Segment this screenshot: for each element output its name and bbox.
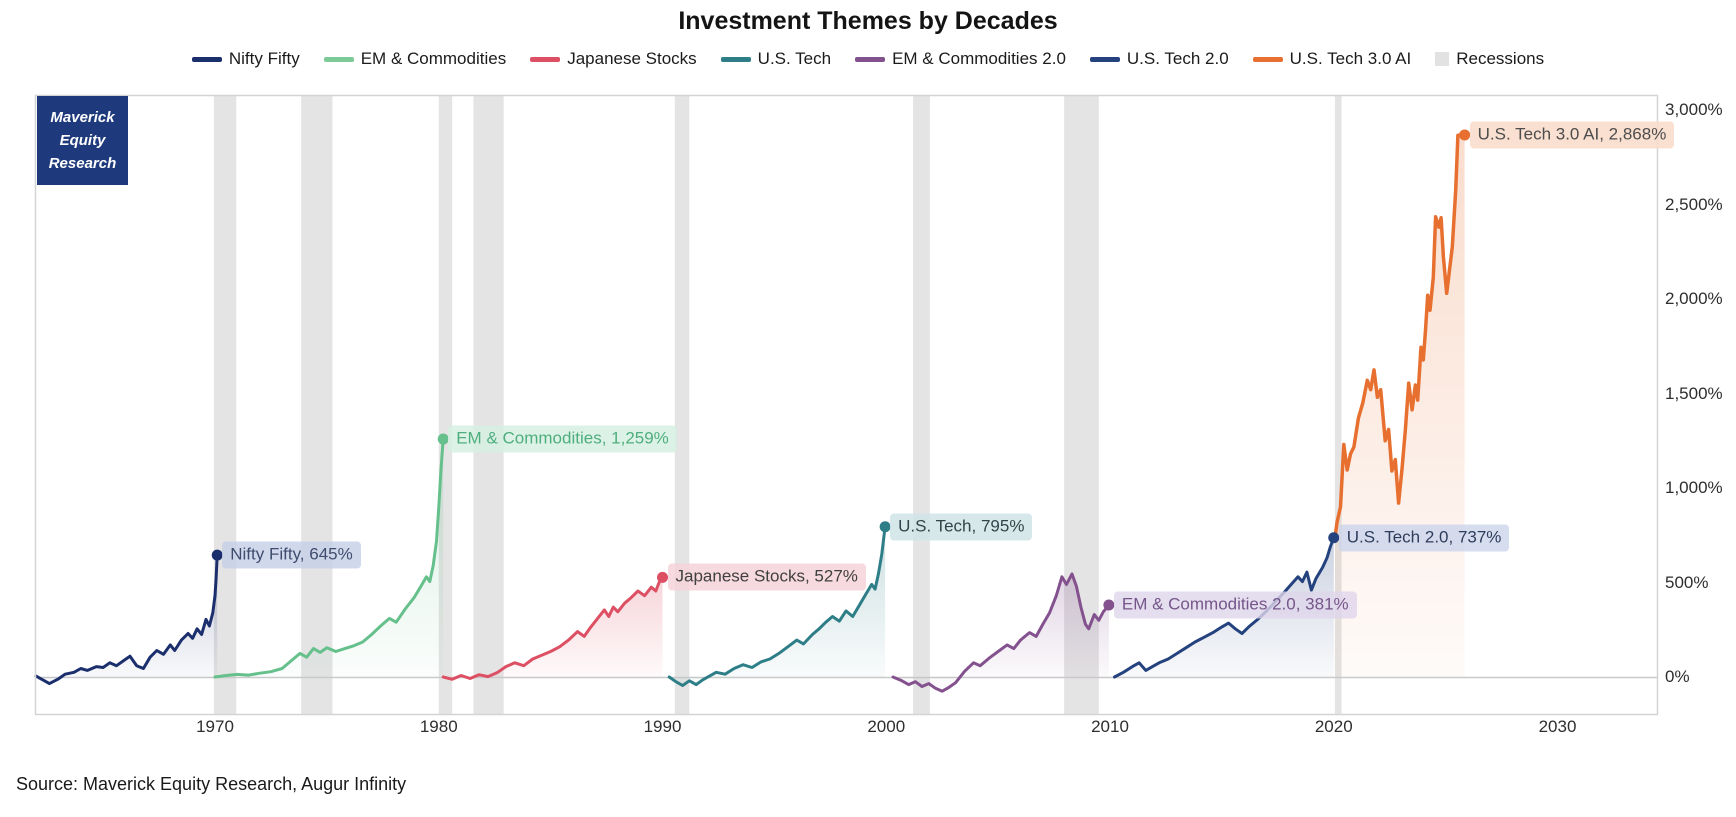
series-line-0 <box>34 553 219 686</box>
recession-band <box>473 95 504 715</box>
line-swatch-icon <box>1089 56 1120 62</box>
recession-band <box>674 95 690 715</box>
series-end-label: EM & Commodities, 1,259% <box>448 425 677 453</box>
legend-label: Nifty Fifty <box>228 49 300 68</box>
y-tick-label: 3,000% <box>1665 100 1723 119</box>
x-tick-label: 1990 <box>643 717 682 736</box>
line-swatch-icon <box>855 56 886 62</box>
recession-band <box>1334 95 1342 715</box>
x-tick-label: 2010 <box>1091 717 1129 736</box>
series-area-4 <box>893 574 1109 692</box>
x-tick-label: 1970 <box>196 717 234 736</box>
legend-label: EM & Commodities <box>360 49 507 68</box>
recession-band <box>213 95 237 715</box>
series-end-label: U.S. Tech 3.0 AI, 2,868% <box>1469 121 1675 149</box>
series-end-dot <box>1459 129 1471 141</box>
logo-line: Equity <box>59 131 106 149</box>
recession-swatch-icon <box>1435 52 1450 66</box>
series-area-3 <box>669 526 886 686</box>
legend-item-recessions[interactable]: Recessions <box>1435 49 1544 69</box>
line-swatch-icon <box>1252 56 1283 62</box>
logo-maverick-equity-research: Maverick Equity Research <box>37 96 128 185</box>
series-end-dot <box>1328 532 1340 544</box>
legend-item-nifty-fifty[interactable]: Nifty Fifty <box>191 49 300 69</box>
legend-item-japanese-stocks[interactable]: Japanese Stocks <box>530 49 697 69</box>
series-end-dot <box>1103 599 1115 611</box>
series-end-dot <box>437 433 449 445</box>
legend: Nifty Fifty EM & Commodities Japanese Stoc… <box>0 49 1736 69</box>
line-swatch-icon <box>323 56 354 62</box>
plot-border <box>34 94 1659 716</box>
y-tick-label: 2,000% <box>1665 289 1723 308</box>
series-area-0 <box>36 555 218 684</box>
legend-label: U.S. Tech <box>757 49 832 68</box>
series-line-6 <box>1333 133 1467 540</box>
x-tick-label: 2020 <box>1314 717 1353 736</box>
line-swatch-icon <box>720 56 751 62</box>
legend-label: Recessions <box>1456 49 1545 68</box>
series-end-label: Nifty Fifty, 645% <box>222 541 361 569</box>
series-end-label: U.S. Tech, 795% <box>890 513 1033 541</box>
x-tick-label: 2030 <box>1538 717 1577 736</box>
recession-band <box>301 95 333 715</box>
chart-title: Investment Themes by Decades <box>678 7 1058 35</box>
legend-label: Japanese Stocks <box>567 49 697 68</box>
series-line-3 <box>667 525 887 687</box>
series-end-label: EM & Commodities 2.0, 381% <box>1113 591 1357 619</box>
x-tick-label: 1980 <box>419 717 458 736</box>
series-area-2 <box>443 577 663 680</box>
series-line-2 <box>441 575 664 681</box>
series-line-4 <box>891 572 1111 693</box>
legend-item-u-s-tech-2-0[interactable]: U.S. Tech 2.0 <box>1089 49 1229 69</box>
legend-label: EM & Commodities 2.0 <box>892 49 1066 68</box>
legend-label: U.S. Tech 3.0 AI <box>1289 49 1412 68</box>
y-tick-label: 1,500% <box>1665 383 1723 403</box>
logo-line: Maverick <box>50 108 115 126</box>
series-area-5 <box>1114 537 1334 677</box>
legend-item-em-commodities[interactable]: EM & Commodities <box>323 49 507 69</box>
series-line-5 <box>1113 536 1336 679</box>
legend-item-em-commodities-2-0[interactable]: EM & Commodities 2.0 <box>855 49 1066 69</box>
series-end-dot <box>879 521 891 533</box>
line-swatch-icon <box>530 56 561 62</box>
series-end-dot <box>657 571 668 583</box>
y-tick-label: 2,500% <box>1665 194 1723 214</box>
series-area-1 <box>215 439 444 677</box>
legend-label: U.S. Tech 2.0 <box>1126 49 1229 68</box>
legend-item-u-s-tech[interactable]: U.S. Tech <box>720 49 832 69</box>
series-end-label: U.S. Tech 2.0, 737% <box>1338 524 1510 552</box>
x-tick-label: 2000 <box>867 717 906 736</box>
logo-line: Research <box>48 155 117 173</box>
series-end-label: Japanese Stocks, 527% <box>667 563 866 591</box>
line-swatch-icon <box>191 56 222 62</box>
series-end-dot <box>211 549 223 561</box>
series-line-1 <box>213 437 445 679</box>
source-note: Source: Maverick Equity Research, Augur … <box>16 774 407 794</box>
legend-item-u-s-tech-3-0-ai[interactable]: U.S. Tech 3.0 AI <box>1252 49 1412 69</box>
y-tick-label: 1,000% <box>1665 478 1723 497</box>
recession-band <box>913 95 930 715</box>
y-tick-label: 0% <box>1665 667 1690 686</box>
y-tick-label: 500% <box>1665 572 1709 592</box>
